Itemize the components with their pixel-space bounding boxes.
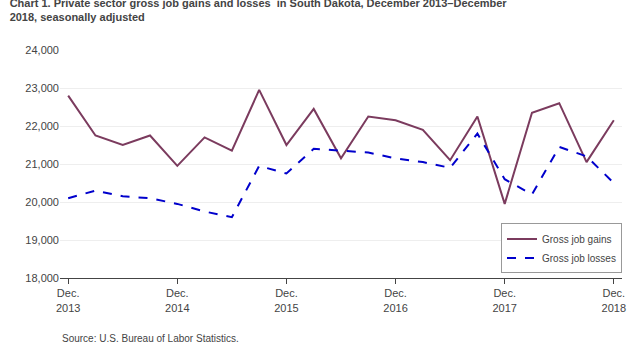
svg-text:18,000: 18,000 bbox=[25, 272, 59, 284]
svg-text:Dec.2015: Dec.2015 bbox=[274, 287, 298, 313]
svg-text:20,000: 20,000 bbox=[25, 196, 59, 208]
svg-text:Gross job gains: Gross job gains bbox=[542, 234, 611, 245]
svg-text:Dec.2017: Dec.2017 bbox=[492, 287, 516, 313]
svg-text:Dec.2014: Dec.2014 bbox=[165, 287, 189, 313]
svg-text:21,000: 21,000 bbox=[25, 158, 59, 170]
svg-text:Dec.2016: Dec.2016 bbox=[383, 287, 407, 313]
svg-text:Chart 1. Private sector gross: Chart 1. Private sector gross job gains … bbox=[10, 0, 508, 23]
svg-text:Dec.2018: Dec.2018 bbox=[602, 287, 626, 313]
svg-text:19,000: 19,000 bbox=[25, 234, 59, 246]
svg-text:22,000: 22,000 bbox=[25, 120, 59, 132]
svg-text:Gross job losses: Gross job losses bbox=[542, 253, 616, 264]
svg-text:24,000: 24,000 bbox=[25, 44, 59, 56]
svg-text:Source: U.S. Bureau of Labor S: Source: U.S. Bureau of Labor Statistics. bbox=[62, 333, 239, 344]
svg-text:23,000: 23,000 bbox=[25, 82, 59, 94]
svg-text:Dec.2013: Dec.2013 bbox=[56, 287, 80, 313]
